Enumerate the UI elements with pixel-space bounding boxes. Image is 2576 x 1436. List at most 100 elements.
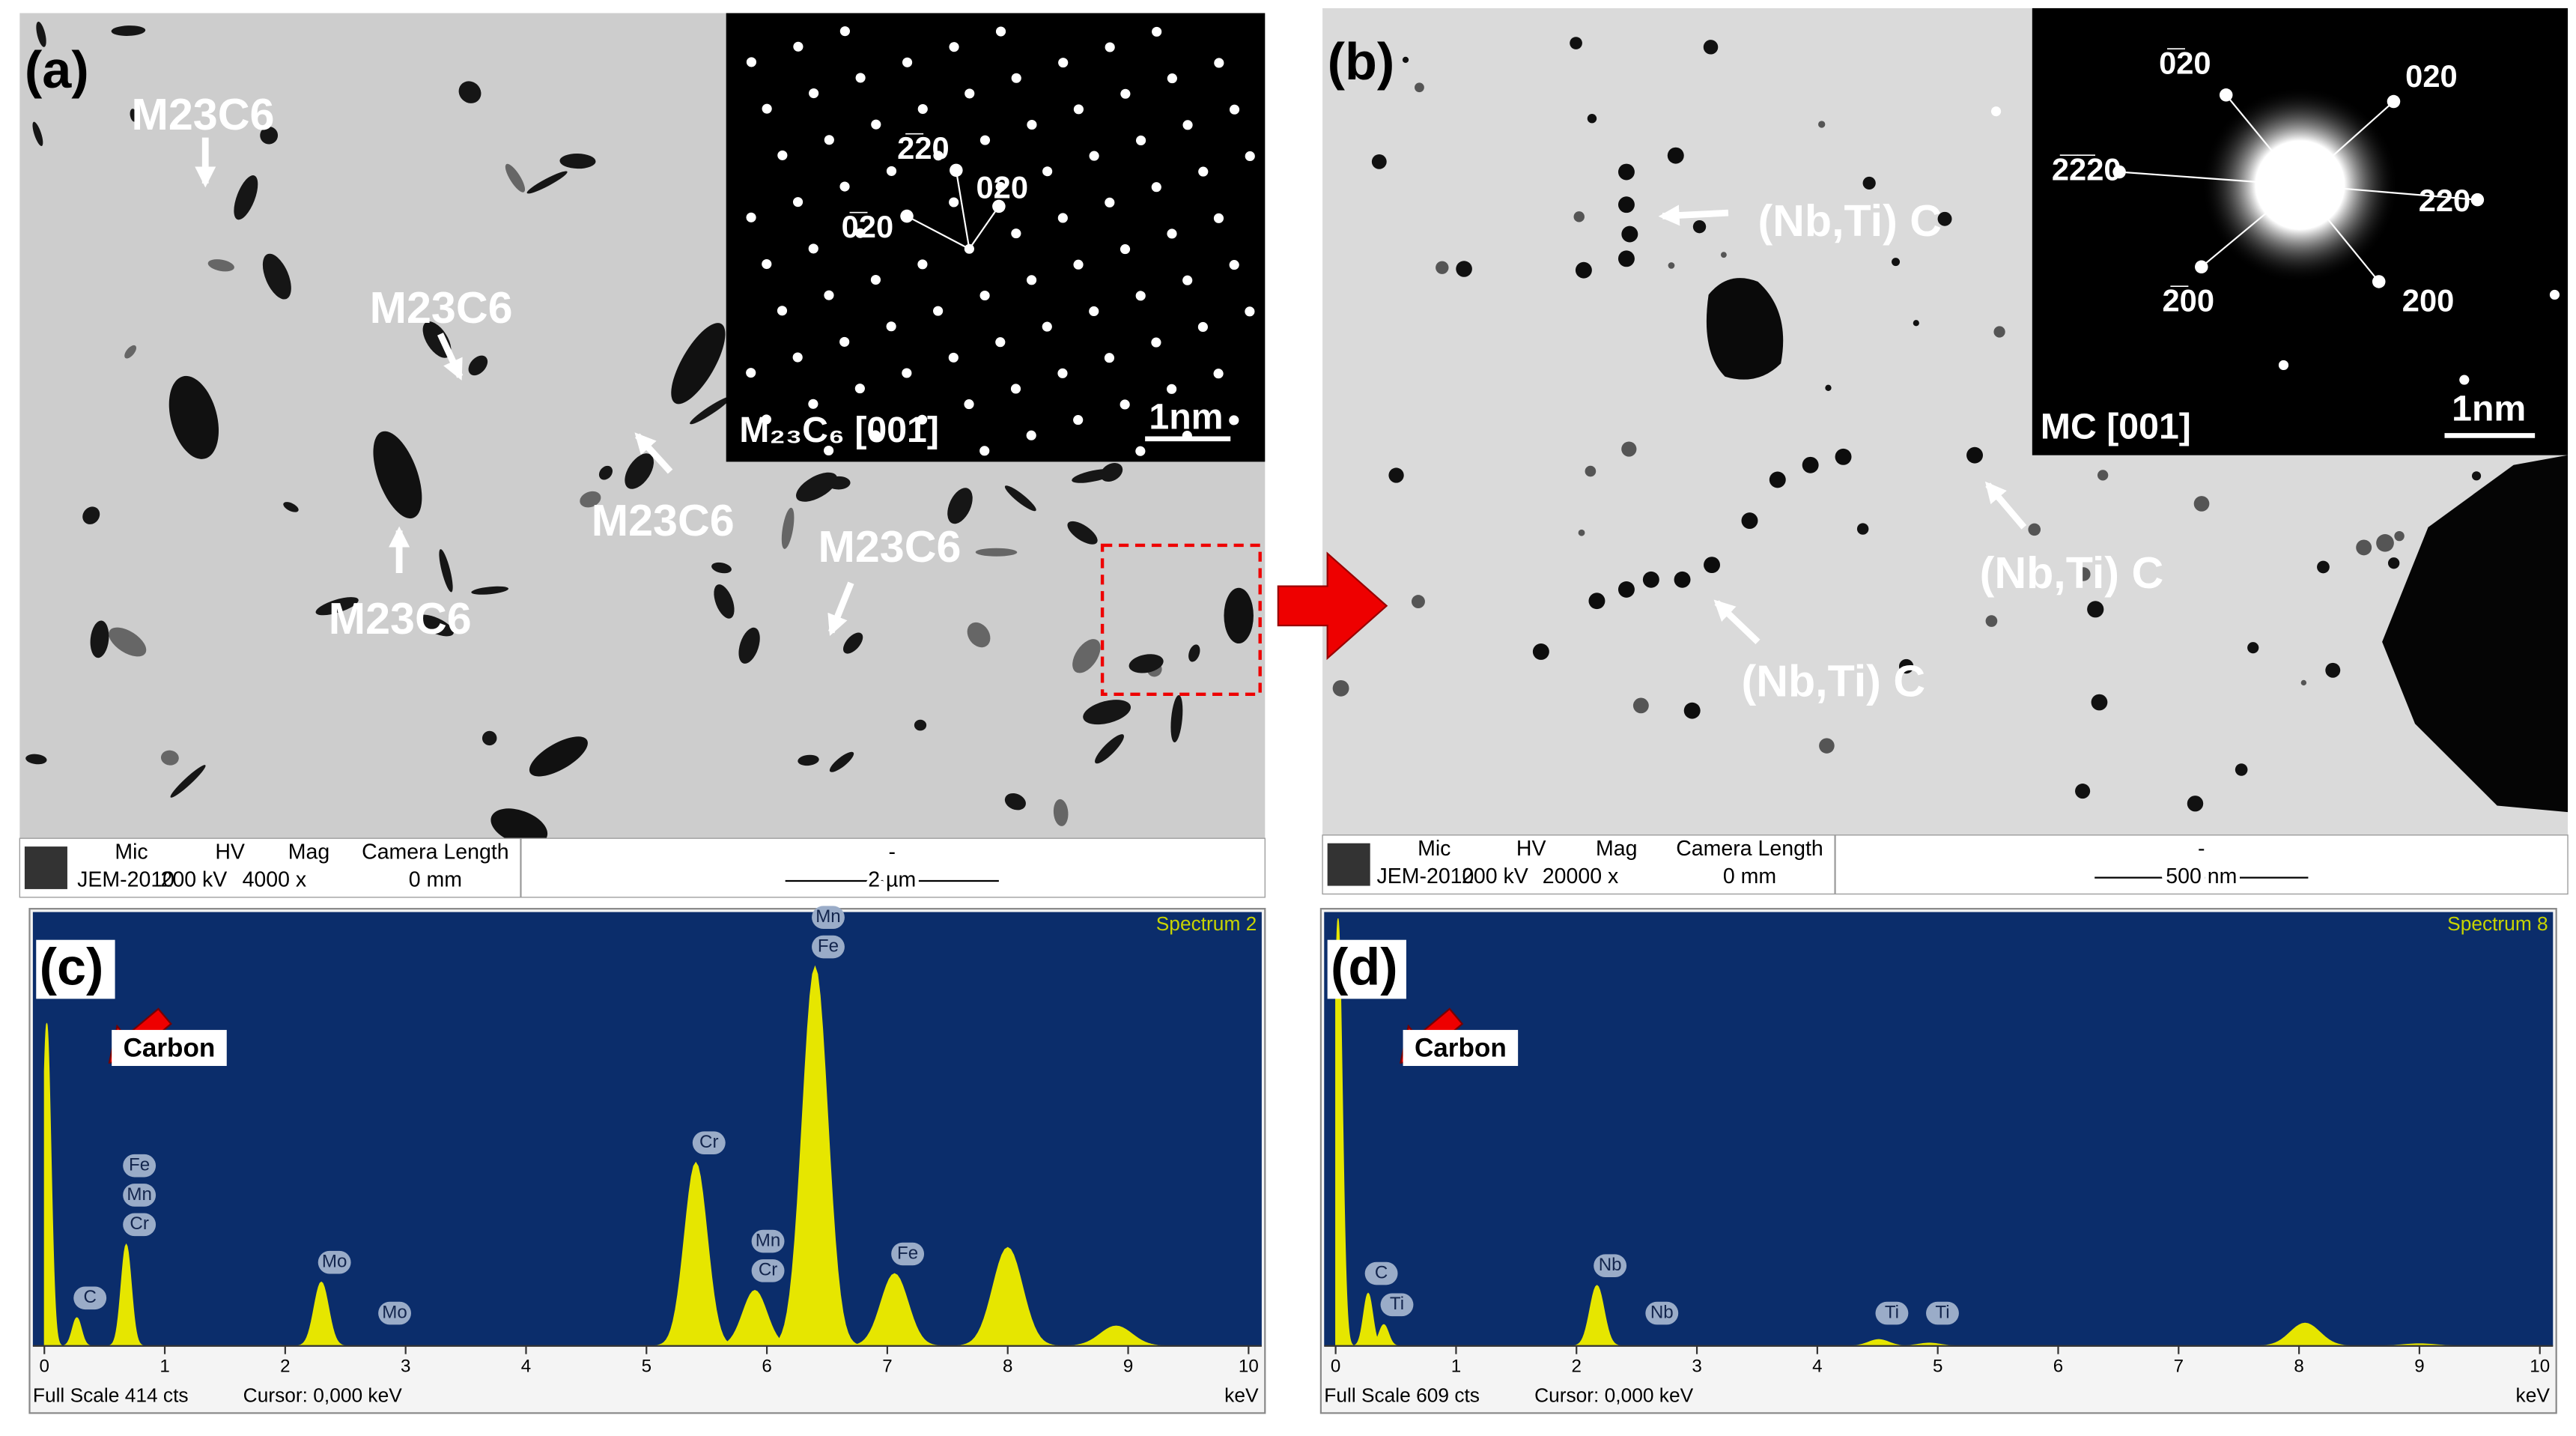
diffraction-spot bbox=[2387, 94, 2401, 109]
precipitate bbox=[1588, 593, 1606, 610]
element-label: C bbox=[83, 1287, 96, 1307]
diffraction-spot bbox=[1073, 259, 1084, 270]
diffraction-spot bbox=[1026, 430, 1036, 440]
precipitate bbox=[2077, 567, 2091, 581]
carbide bbox=[1224, 587, 1254, 644]
status-scale: 500 nm bbox=[2166, 864, 2237, 888]
element-label: Fe bbox=[129, 1155, 150, 1175]
diffraction-spot bbox=[808, 243, 818, 254]
inset-caption: M₂₃C₆ [001] bbox=[739, 410, 939, 450]
diffraction-spot bbox=[1073, 415, 1084, 425]
diffraction-spot bbox=[995, 337, 1006, 348]
diffraction-spot bbox=[1229, 260, 1239, 270]
diffraction-spot bbox=[1213, 369, 1224, 379]
spectrum-peak bbox=[105, 1243, 148, 1347]
diffraction-spot bbox=[1042, 166, 1053, 177]
diffraction-spot bbox=[1120, 244, 1131, 255]
diffraction-spot bbox=[1105, 42, 1115, 52]
precipitate bbox=[2471, 471, 2482, 481]
diffraction-spot bbox=[902, 57, 913, 67]
x-tick-label: 9 bbox=[2414, 1357, 2424, 1377]
particle bbox=[505, 163, 526, 193]
footer-scale: Full Scale 414 cts bbox=[33, 1384, 189, 1407]
precipitate bbox=[2091, 694, 2108, 711]
footer-cursor: Cursor: 0,000 keV bbox=[1534, 1384, 1694, 1407]
status-scale-dash: - bbox=[889, 840, 896, 864]
precipitate bbox=[1856, 523, 1869, 535]
diffraction-spot bbox=[839, 26, 850, 37]
footer-scale: Full Scale 609 cts bbox=[1324, 1384, 1480, 1407]
status-value: 0 mm bbox=[409, 868, 462, 892]
diffraction-spot bbox=[949, 197, 959, 207]
particle bbox=[1053, 799, 1069, 826]
diffraction-spot bbox=[1011, 73, 1021, 83]
element-label: Mn bbox=[756, 1230, 781, 1250]
precipitate bbox=[1703, 40, 1719, 55]
diffraction-spot bbox=[979, 446, 990, 456]
status-value: 20000 x bbox=[1543, 864, 1618, 888]
element-tag bbox=[812, 906, 845, 930]
x-tick-label: 8 bbox=[1003, 1357, 1012, 1377]
particle bbox=[468, 355, 488, 376]
precipitate bbox=[1862, 176, 1876, 190]
x-tick-label: 4 bbox=[1812, 1357, 1822, 1377]
diffraction-spot bbox=[777, 306, 788, 316]
precipitate bbox=[2193, 496, 2210, 512]
spectrum-plot bbox=[1324, 912, 2554, 1346]
spectrum-peak bbox=[764, 965, 866, 1347]
element-tag bbox=[751, 1259, 785, 1282]
element-label: Nb bbox=[1650, 1302, 1674, 1322]
precipitate bbox=[2356, 539, 2372, 556]
x-axis-label: keV bbox=[1224, 1384, 1259, 1407]
status-bar bbox=[19, 837, 1266, 898]
element-label: Mo bbox=[382, 1302, 407, 1322]
pointer-arrow bbox=[1713, 599, 1761, 645]
status-value: 200 kV bbox=[160, 868, 227, 892]
diffraction-spot bbox=[1011, 228, 1021, 239]
particle bbox=[798, 754, 819, 766]
diffraction-spot bbox=[809, 88, 819, 99]
phase-label: M23C6 bbox=[818, 521, 962, 572]
diffraction-spot bbox=[2549, 289, 2560, 300]
index-line bbox=[2119, 171, 2300, 187]
diffraction-spot bbox=[2112, 165, 2126, 179]
diffraction-spot bbox=[1198, 166, 1209, 177]
index-line bbox=[2299, 100, 2395, 186]
diffraction-spot bbox=[886, 166, 897, 176]
particle bbox=[262, 253, 291, 300]
precipitate bbox=[2388, 557, 2400, 569]
particle bbox=[160, 750, 179, 766]
diffraction-spot bbox=[793, 41, 804, 52]
diffraction-spot bbox=[824, 445, 834, 456]
precipitate bbox=[1617, 163, 1635, 181]
diffraction-spot bbox=[871, 119, 881, 130]
precipitate bbox=[1937, 211, 1952, 226]
particle bbox=[526, 171, 568, 194]
precipitate bbox=[1802, 456, 1819, 473]
spectrum-peak bbox=[43, 1023, 64, 1347]
precipitate bbox=[2028, 523, 2041, 536]
particle bbox=[1083, 700, 1131, 725]
index-line bbox=[906, 215, 970, 250]
callout-label: Carbon bbox=[1415, 1033, 1507, 1062]
element-tag bbox=[123, 1213, 157, 1237]
element-tag bbox=[692, 1131, 726, 1154]
precipitate bbox=[1415, 82, 1424, 93]
diffraction-spot bbox=[900, 209, 914, 223]
panel-label: (d) bbox=[1331, 938, 1398, 996]
particle bbox=[25, 754, 47, 765]
large-carbide bbox=[1706, 278, 1784, 380]
precipitate bbox=[1966, 446, 1984, 464]
diffraction-spot bbox=[1089, 306, 1099, 317]
particle bbox=[738, 627, 760, 664]
particle bbox=[947, 488, 973, 524]
precipitate bbox=[1704, 557, 1720, 574]
pointer-arrow bbox=[827, 581, 854, 636]
status-icon bbox=[24, 846, 67, 889]
diffraction-spot bbox=[1167, 228, 1177, 239]
precipitate bbox=[2075, 784, 2091, 799]
precipitate bbox=[2097, 470, 2109, 481]
diffraction-spot bbox=[1027, 119, 1037, 130]
spot-index: 2̅00 bbox=[2162, 282, 2214, 318]
status-header: Camera Length bbox=[362, 840, 508, 864]
